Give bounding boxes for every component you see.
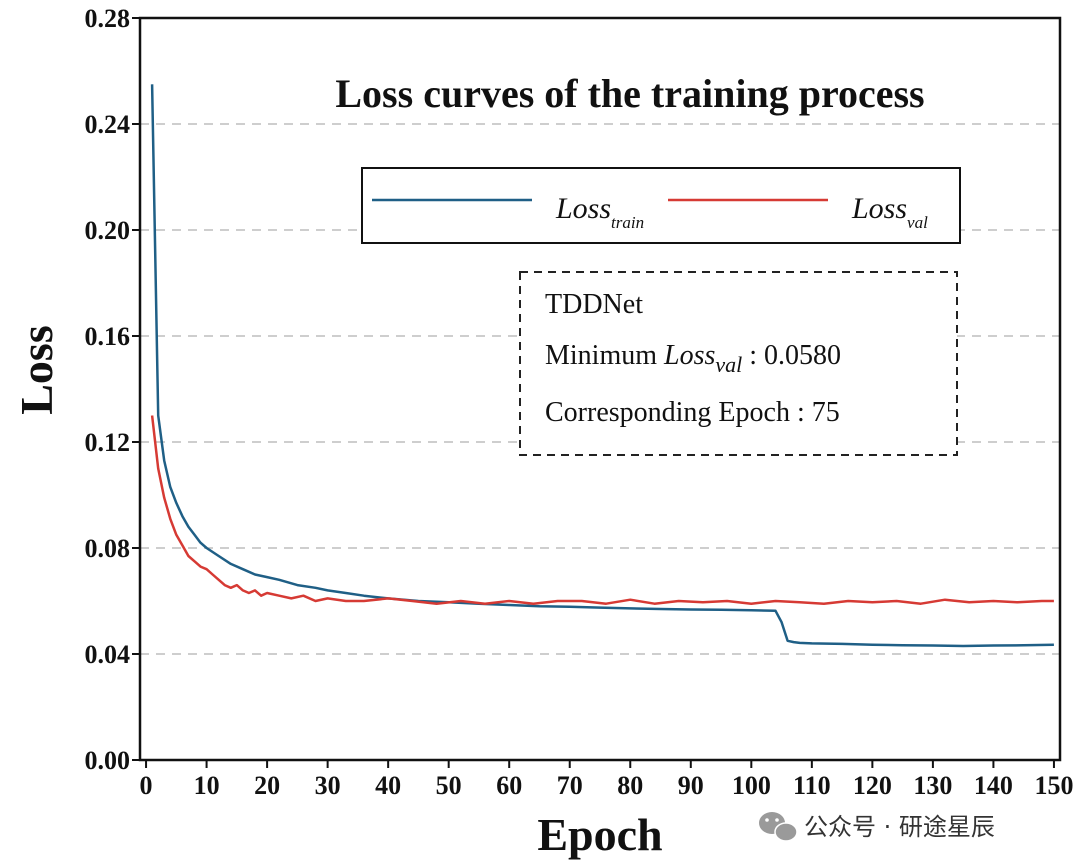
x-tick-label: 20 <box>254 771 280 800</box>
annotation-frame <box>519 271 958 456</box>
legend: Losstrain Lossval <box>361 167 961 244</box>
series-layer <box>150 84 1054 648</box>
y-tick-label: 0.28 <box>85 4 131 33</box>
y-axis-title: Loss <box>11 325 62 414</box>
y-tick-label: 0.08 <box>85 534 131 563</box>
wechat-icon <box>759 812 798 842</box>
x-tick-label: 0 <box>140 771 153 800</box>
y-tick-label: 0.24 <box>85 110 131 139</box>
x-tick-label: 120 <box>853 771 892 800</box>
series-line-train <box>150 84 1054 648</box>
x-tick-label: 100 <box>732 771 771 800</box>
y-tick-label: 0.00 <box>85 746 131 775</box>
y-tick-label: 0.04 <box>85 640 131 669</box>
x-tick-label: 30 <box>315 771 341 800</box>
x-tick-label: 70 <box>557 771 583 800</box>
annotation-epoch: Corresponding Epoch : 75 <box>545 397 840 428</box>
x-tick-label: 140 <box>974 771 1013 800</box>
y-tick-label: 0.16 <box>85 322 131 351</box>
y-tick-label: 0.20 <box>85 216 131 245</box>
series-line-val <box>150 415 1054 605</box>
annotation-box: TDDNet Minimum Lossval : 0.0580 Correspo… <box>519 271 958 456</box>
watermark: 公众号 · 研途星辰 <box>759 812 995 842</box>
x-tick-label: 40 <box>375 771 401 800</box>
x-tick-label: 150 <box>1034 771 1073 800</box>
x-tick-label: 50 <box>436 771 462 800</box>
chart-title: Loss curves of the training process <box>335 71 924 116</box>
legend-label-train: Losstrain <box>555 192 644 232</box>
annotation-min-loss: Minimum Lossval : 0.0580 <box>545 340 841 377</box>
y-tick-label: 0.12 <box>85 428 131 457</box>
plot-frame <box>138 16 1062 762</box>
x-tick-label: 130 <box>913 771 952 800</box>
legend-box <box>361 167 961 244</box>
x-axis-title: Epoch <box>537 809 662 860</box>
x-tick-label: 60 <box>496 771 522 800</box>
x-tick-label: 90 <box>678 771 704 800</box>
watermark-text: 公众号 · 研途星辰 <box>804 813 995 841</box>
x-tick-label: 10 <box>194 771 220 800</box>
legend-label-val: Lossval <box>851 192 928 232</box>
annotation-model: TDDNet <box>545 289 643 320</box>
x-tick-label: 80 <box>617 771 643 800</box>
x-tick-label: 110 <box>793 771 831 800</box>
tick-layer: 0.00 0.04 0.08 0.12 0.16 0.20 0.24 0.28 0 10 20 30 4… <box>85 4 1074 800</box>
